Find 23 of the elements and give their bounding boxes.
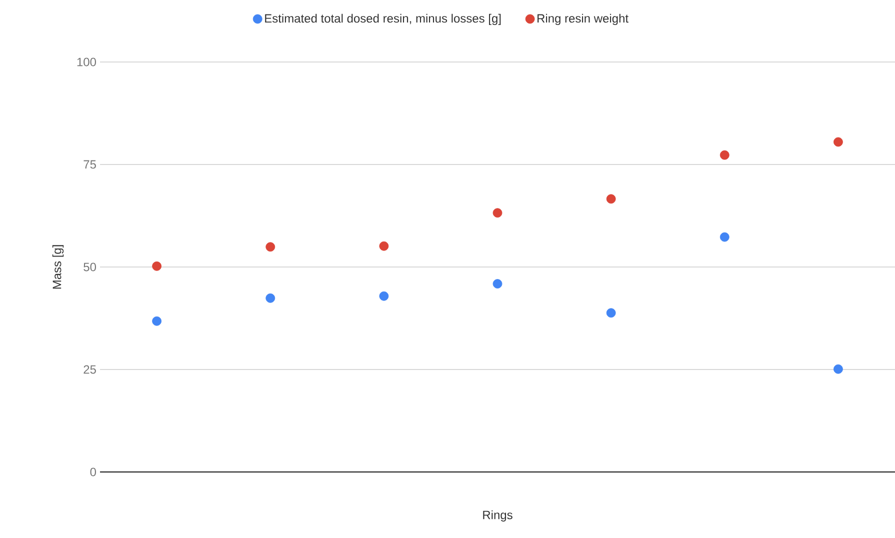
- y-tick-label: 75: [84, 160, 96, 169]
- point: [720, 232, 730, 242]
- legend-label: Estimated total dosed resin, minus losses [g]: [265, 14, 501, 26]
- point: [492, 208, 502, 218]
- point: [720, 150, 730, 160]
- y-tick-label: 0: [90, 468, 96, 476]
- point: [834, 137, 843, 147]
- point: [606, 194, 616, 204]
- point: [606, 308, 616, 318]
- y-tick-label: 25: [84, 365, 96, 374]
- point: [379, 291, 389, 301]
- legend-label: Ring resin weight: [538, 14, 628, 26]
- point: [379, 241, 389, 251]
- point: [834, 364, 843, 374]
- y-tick-label: 100: [77, 58, 96, 66]
- y-tick-label: 50: [84, 262, 96, 272]
- x-axis-title: Rings: [483, 510, 512, 522]
- point: [152, 261, 162, 271]
- point: [152, 316, 162, 326]
- point: [266, 293, 276, 303]
- y-axis-title: Mass [g]: [52, 245, 64, 289]
- point: [266, 242, 276, 252]
- point: [492, 279, 502, 288]
